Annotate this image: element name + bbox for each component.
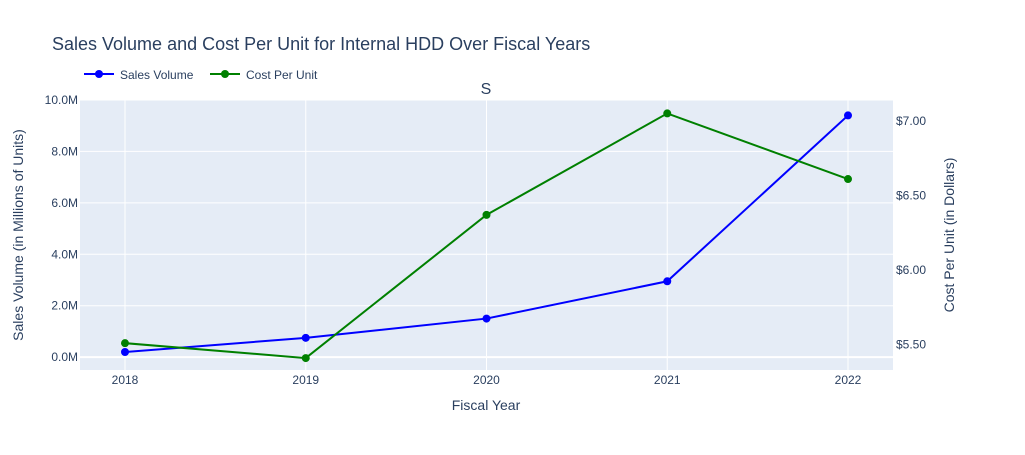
series-layer <box>121 109 852 363</box>
data-point-sales-volume[interactable] <box>663 277 672 286</box>
data-point-cost-per-unit[interactable] <box>482 210 491 219</box>
legend: Sales Volume Cost Per Unit <box>84 68 318 82</box>
x-tick-label: 2019 <box>292 373 319 387</box>
grid-layer <box>80 99 893 370</box>
data-point-cost-per-unit[interactable] <box>121 339 129 348</box>
x-tick-label: 2022 <box>835 373 862 387</box>
legend-item-cost-per-unit[interactable]: Cost Per Unit <box>210 68 318 82</box>
legend-label-sales-volume: Sales Volume <box>120 68 194 82</box>
data-point-cost-per-unit[interactable] <box>663 109 672 118</box>
y2-tick-label: $5.50 <box>896 338 926 352</box>
x-tick-label: 2021 <box>654 373 681 387</box>
y-tick-label: 2.0M <box>51 299 78 313</box>
data-point-sales-volume[interactable] <box>844 111 852 120</box>
legend-label-cost-per-unit: Cost Per Unit <box>246 68 318 82</box>
y2-tick-label: $7.00 <box>896 114 926 128</box>
x-axis-title: Fiscal Year <box>452 397 521 413</box>
chart-subtitle: S <box>481 81 492 98</box>
y-tick-label: 0.0M <box>51 350 78 364</box>
data-point-sales-volume[interactable] <box>121 348 129 356</box>
data-point-sales-volume[interactable] <box>482 314 491 323</box>
x-tick-label: 2020 <box>473 373 500 387</box>
axis-layer: 2018 2019 2020 2021 2022 0.0M 2.0M 4.0M 6.0M 8.0M… <box>45 93 927 387</box>
y-tick-label: 8.0M <box>51 144 78 158</box>
data-point-sales-volume[interactable] <box>301 333 310 342</box>
y-tick-label: 6.0M <box>51 196 78 210</box>
y2-axis-title: Cost Per Unit (in Dollars) <box>941 158 957 313</box>
legend-item-sales-volume[interactable]: Sales Volume <box>84 68 194 82</box>
chart-title: Sales Volume and Cost Per Unit for Inter… <box>52 34 590 54</box>
legend-marker-sales-volume <box>95 70 103 78</box>
y2-tick-label: $6.00 <box>896 263 926 277</box>
y-axis-title: Sales Volume (in Millions of Units) <box>10 129 26 341</box>
y2-tick-label: $6.50 <box>896 188 926 202</box>
data-point-cost-per-unit[interactable] <box>301 354 310 363</box>
legend-marker-cost-per-unit <box>221 70 229 78</box>
data-point-cost-per-unit[interactable] <box>844 175 852 184</box>
y-tick-label: 4.0M <box>51 247 78 261</box>
y-tick-label: 10.0M <box>45 93 78 107</box>
x-tick-label: 2018 <box>112 373 139 387</box>
